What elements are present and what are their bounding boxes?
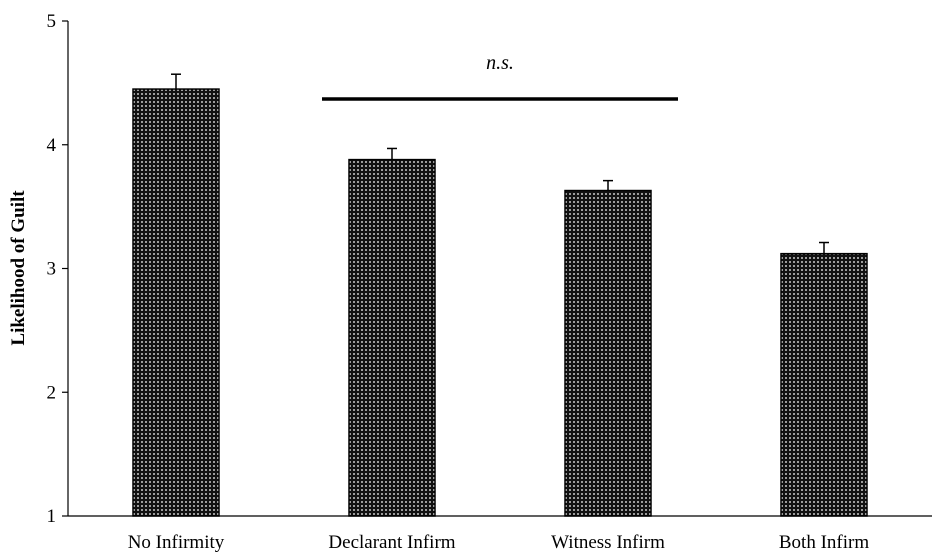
- y-tick-label: 4: [47, 135, 57, 156]
- category-labels: No Infirmity Declarant Infirm Witness Infi…: [128, 532, 870, 553]
- y-tick-label: 5: [47, 11, 57, 32]
- bar-witness-infirm: [564, 189, 652, 517]
- x-category-label: Declarant Infirm: [328, 532, 455, 553]
- y-axis: 1 2 3 4 5: [47, 11, 69, 527]
- y-tick-label: 3: [47, 259, 57, 280]
- error-bars: [171, 73, 829, 254]
- x-category-label: Witness Infirm: [551, 532, 665, 553]
- significance-label: n.s.: [486, 52, 514, 74]
- bars: [132, 88, 868, 517]
- bar-both-infirm: [780, 252, 868, 517]
- y-tick-label: 1: [47, 506, 57, 527]
- significance-annotation: n.s.: [322, 52, 678, 101]
- x-category-label: No Infirmity: [128, 532, 225, 553]
- y-tick-label: 2: [47, 382, 57, 403]
- bar-no-infirmity: [132, 88, 220, 517]
- y-axis-title: Likelihood of Guilt: [8, 190, 29, 346]
- x-category-label: Both Infirm: [779, 532, 869, 553]
- bar-declarant-infirm: [348, 158, 436, 517]
